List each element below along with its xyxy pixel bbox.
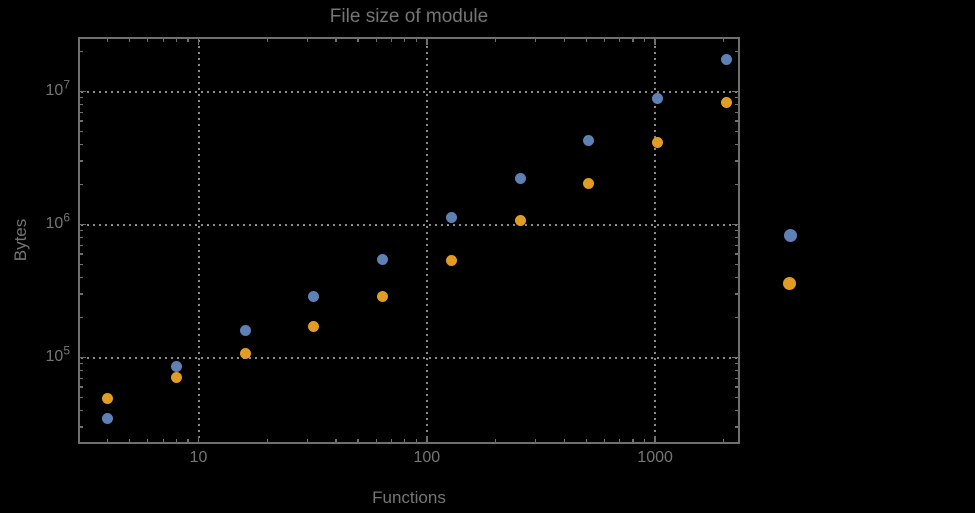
x-tick-label: 1000 — [637, 449, 673, 466]
x-axis-label: Functions — [372, 488, 446, 507]
y-tick-label: 105 — [45, 343, 70, 365]
legend-marker-series1 — [783, 228, 797, 242]
y-tick-label: 106 — [45, 210, 70, 232]
x-tick-label: 10 — [189, 449, 208, 466]
x-tick-label: 100 — [413, 449, 441, 466]
chart-title: File size of module — [329, 6, 489, 27]
plot-frame — [78, 37, 740, 444]
y-tick-label: 107 — [45, 77, 70, 99]
y-axis-label: Bytes — [11, 218, 30, 262]
legend-marker-series2 — [782, 276, 796, 290]
